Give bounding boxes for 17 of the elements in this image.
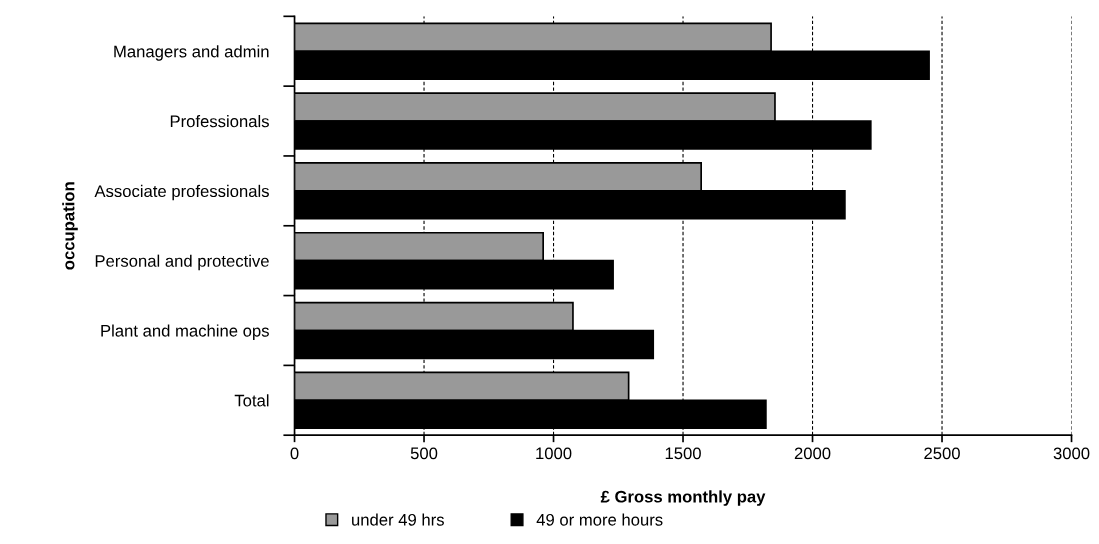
y-tick-label: Professionals <box>170 115 269 128</box>
x-tick-label: 2500 <box>924 447 960 460</box>
y-tick-label: Managers and admin <box>114 45 269 61</box>
y-tick-label: Plant and machine ops <box>101 324 269 340</box>
x-tick-label: 3000 <box>1053 447 1090 460</box>
legend-label: under 49 hrs <box>352 513 444 526</box>
x-tick-label: 1500 <box>665 447 701 460</box>
y-tick-label: Associate professionals <box>94 184 269 201</box>
y-tick-label: Personal and protective <box>95 254 269 271</box>
x-tick-label: 0 <box>290 447 299 460</box>
x-tick-label: 2000 <box>794 447 831 460</box>
x-tick-label: 1000 <box>536 447 572 460</box>
legend-label: 49 or more hours <box>536 513 663 526</box>
y-tick-label: Total <box>234 394 269 407</box>
x-axis-title: £ Gross monthly pay <box>600 490 766 506</box>
x-tick-label: 500 <box>410 447 438 460</box>
y-axis-title: occupation <box>62 182 78 270</box>
